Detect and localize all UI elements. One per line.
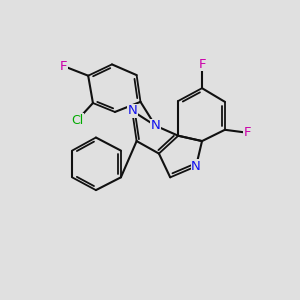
Text: F: F — [198, 58, 206, 71]
Text: F: F — [244, 126, 251, 139]
Text: Cl: Cl — [71, 114, 83, 127]
Text: N: N — [127, 104, 137, 117]
Text: N: N — [191, 160, 201, 173]
Text: F: F — [60, 60, 68, 73]
Text: N: N — [151, 119, 160, 132]
